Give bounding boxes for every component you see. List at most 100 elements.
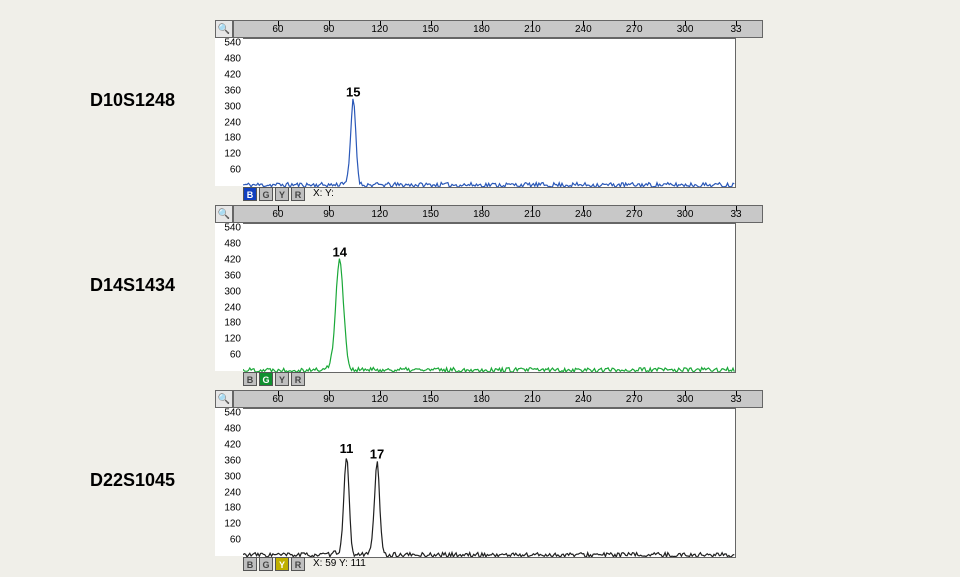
y-tick-label: 240 — [224, 487, 241, 498]
x-tick-label: 120 — [371, 24, 388, 35]
y-axis: 60120180240300360420480540 — [215, 38, 243, 186]
zoom-icon[interactable]: 🔍 — [215, 205, 233, 223]
channel-chip-r[interactable]: R — [291, 557, 305, 571]
y-tick-label: 360 — [224, 270, 241, 281]
y-tick-label: 480 — [224, 239, 241, 250]
y-tick-label: 240 — [224, 302, 241, 313]
y-tick-label: 360 — [224, 85, 241, 96]
electropherogram-figure: D10S1248 🔍 60 90 120 150 180 210 240 270 300 33 6… — [0, 0, 960, 577]
channel-chip-g[interactable]: G — [259, 372, 273, 386]
y-tick-label: 300 — [224, 471, 241, 482]
x-tick-label: 150 — [422, 24, 439, 35]
panel-label: D22S1045 — [90, 470, 175, 491]
y-tick-label: 420 — [224, 440, 241, 451]
x-tick-label: 240 — [575, 209, 592, 220]
panel-label: D14S1434 — [90, 275, 175, 296]
y-tick-label: 120 — [224, 519, 241, 530]
x-tick-label: 210 — [524, 394, 541, 405]
y-tick-label: 60 — [230, 350, 241, 361]
y-tick-label: 60 — [230, 165, 241, 176]
x-tick-label: 33 — [730, 394, 741, 405]
y-tick-label: 180 — [224, 133, 241, 144]
plot-area: 15 — [243, 38, 736, 188]
trace-svg: 14 — [243, 224, 735, 372]
status-bar: B G Y R X: 59 Y: 111 — [243, 557, 735, 573]
x-tick-label: 150 — [422, 209, 439, 220]
x-tick-label: 300 — [677, 24, 694, 35]
x-tick-label: 33 — [730, 24, 741, 35]
peak-allele-label: 17 — [370, 447, 384, 462]
y-tick-label: 480 — [224, 54, 241, 65]
peak-allele-label: 14 — [332, 244, 347, 259]
x-tick-label: 90 — [323, 209, 334, 220]
x-ruler: 60 90 120 150 180 210 240 270 300 33 — [233, 205, 763, 223]
x-tick-label: 120 — [371, 394, 388, 405]
y-tick-label: 420 — [224, 255, 241, 266]
x-tick-label: 210 — [524, 24, 541, 35]
x-tick-label: 60 — [272, 209, 283, 220]
channel-chip-r[interactable]: R — [291, 372, 305, 386]
y-tick-label: 540 — [224, 408, 241, 419]
x-tick-label: 300 — [677, 394, 694, 405]
y-tick-label: 60 — [230, 535, 241, 546]
x-tick-label: 270 — [626, 209, 643, 220]
channel-chip-b[interactable]: B — [243, 557, 257, 571]
x-tick-label: 210 — [524, 209, 541, 220]
x-tick-label: 60 — [272, 24, 283, 35]
zoom-icon[interactable]: 🔍 — [215, 390, 233, 408]
x-tick-label: 270 — [626, 394, 643, 405]
peak-allele-label: 11 — [340, 441, 354, 456]
x-tick-label: 150 — [422, 394, 439, 405]
trace-line — [243, 99, 734, 187]
panel-label: D10S1248 — [90, 90, 175, 111]
y-tick-label: 540 — [224, 38, 241, 49]
channel-chip-y[interactable]: Y — [275, 187, 289, 201]
trace-line — [243, 459, 734, 558]
y-axis: 60 120 180 240 300 360 420 480 540 — [215, 223, 243, 371]
y-tick-label: 480 — [224, 424, 241, 435]
y-tick-label: 180 — [224, 318, 241, 329]
plot-area: 14 — [243, 223, 736, 373]
y-tick-label: 120 — [224, 334, 241, 345]
x-ruler: 609012015018021024027030033 — [233, 20, 763, 38]
y-tick-label: 180 — [224, 503, 241, 514]
x-tick-label: 90 — [323, 24, 334, 35]
peak-allele-label: 15 — [346, 84, 360, 99]
cursor-readout: X: Y: — [313, 188, 334, 199]
status-bar: B G Y R — [243, 372, 735, 388]
channel-chip-r[interactable]: R — [291, 187, 305, 201]
zoom-icon[interactable]: 🔍 — [215, 20, 233, 38]
status-bar: B G Y R X: Y: — [243, 187, 735, 203]
x-tick-label: 60 — [272, 394, 283, 405]
x-tick-label: 90 — [323, 394, 334, 405]
y-tick-label: 240 — [224, 117, 241, 128]
channel-chip-g[interactable]: G — [259, 187, 273, 201]
x-tick-label: 300 — [677, 209, 694, 220]
x-tick-label: 180 — [473, 209, 490, 220]
magnifier-icon: 🔍 — [218, 394, 230, 405]
channel-chip-g[interactable]: G — [259, 557, 273, 571]
magnifier-icon: 🔍 — [218, 24, 230, 35]
channel-chip-y[interactable]: Y — [275, 557, 289, 571]
x-tick-label: 33 — [730, 209, 741, 220]
y-tick-label: 300 — [224, 286, 241, 297]
x-tick-label: 180 — [473, 394, 490, 405]
channel-chip-b[interactable]: B — [243, 372, 257, 386]
x-tick-label: 270 — [626, 24, 643, 35]
magnifier-icon: 🔍 — [218, 209, 230, 220]
trace-svg: 15 — [243, 39, 735, 187]
trace-line — [243, 259, 734, 372]
plot-area: 11 17 — [243, 408, 736, 558]
x-tick-label: 120 — [371, 209, 388, 220]
y-axis: 60 120 180 240 300 360 420 480 540 — [215, 408, 243, 556]
y-tick-label: 540 — [224, 223, 241, 234]
x-tick-label: 240 — [575, 394, 592, 405]
y-tick-label: 120 — [224, 149, 241, 160]
channel-chip-y[interactable]: Y — [275, 372, 289, 386]
y-tick-label: 360 — [224, 455, 241, 466]
y-tick-label: 300 — [224, 101, 241, 112]
cursor-readout: X: 59 Y: 111 — [313, 558, 366, 569]
x-tick-label: 240 — [575, 24, 592, 35]
channel-chip-b[interactable]: B — [243, 187, 257, 201]
x-ruler: 60 90 120 150 180 210 240 270 300 33 — [233, 390, 763, 408]
